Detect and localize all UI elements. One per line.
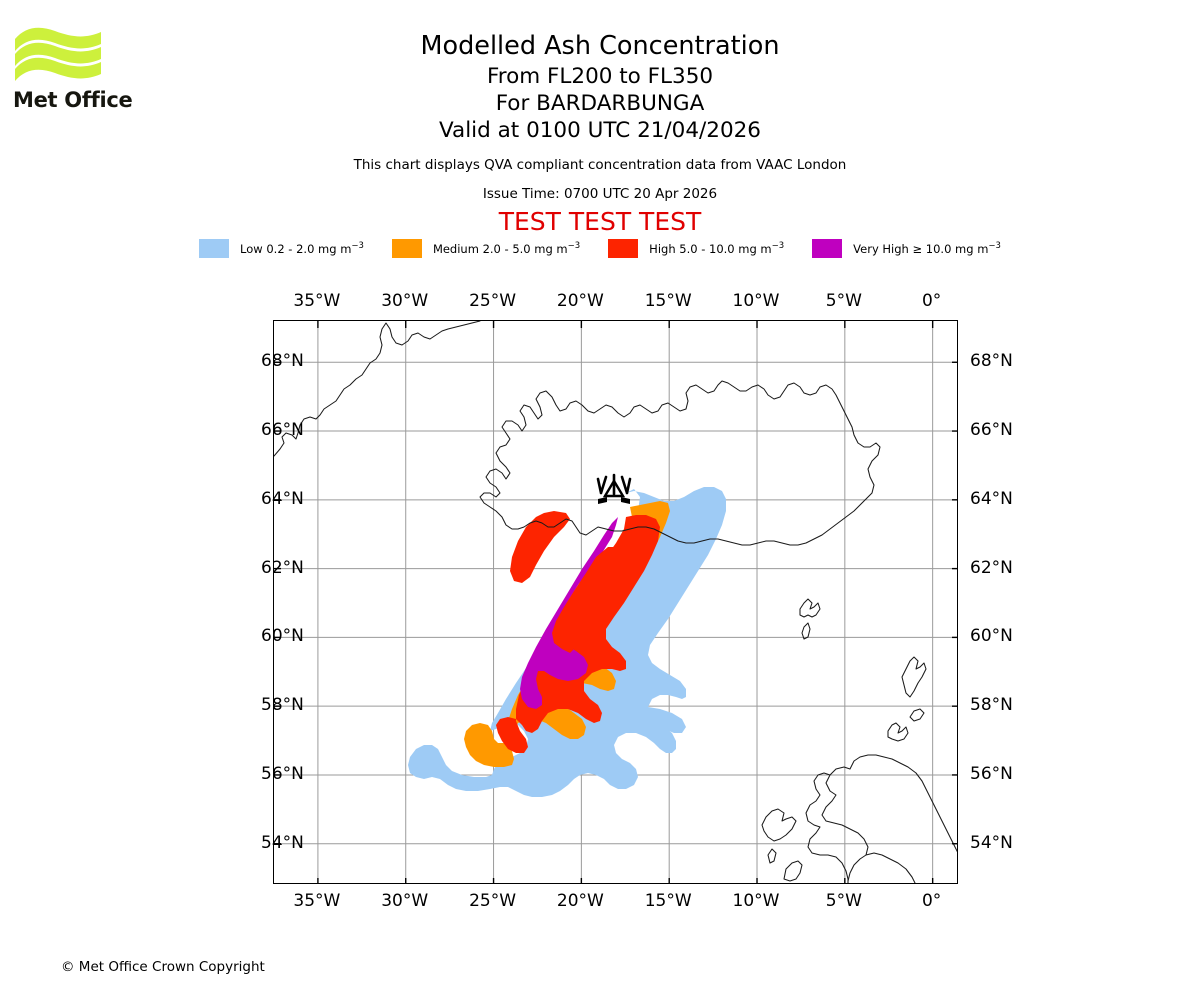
coastline-hebrides-south — [767, 848, 777, 864]
longitude-tick-top-2: 25°W — [469, 291, 517, 311]
legend-item-very-high: Very High ≥ 10.0 mg m−3 — [812, 239, 1001, 258]
coastline-skye — [783, 860, 803, 882]
longitude-tick-bottom-4: 15°W — [644, 891, 692, 911]
test-banner: TEST TEST TEST — [498, 207, 702, 236]
plume-high-inner-streak — [552, 547, 618, 653]
concentration-legend: Low 0.2 - 2.0 mg m−3 Medium 2.0 - 5.0 mg… — [0, 239, 1200, 258]
legend-item-medium: Medium 2.0 - 5.0 mg m−3 — [391, 239, 581, 258]
longitude-tick-bottom-0: 35°W — [293, 891, 341, 911]
longitude-tick-top-0: 35°W — [293, 291, 341, 311]
legend-swatch-very-high — [812, 239, 843, 258]
longitude-tick-bottom-6: 5°W — [825, 891, 862, 911]
ash-plume-contours — [408, 487, 726, 797]
volcano-icon — [596, 473, 632, 504]
coastline-faroe-south — [801, 622, 811, 640]
longitude-tick-top-7: 0° — [921, 291, 942, 311]
legend-label-low: Low 0.2 - 2.0 mg m−3 — [240, 241, 364, 256]
coastline-orkney — [887, 722, 909, 742]
volcano-name-line: For BARDARBUNGA — [495, 91, 705, 116]
legend-label-very-high: Very High ≥ 10.0 mg m−3 — [853, 241, 1001, 256]
flight-level-line: From FL200 to FL350 — [486, 64, 714, 89]
copyright-text: © Met Office Crown Copyright — [61, 959, 265, 975]
coastline-shetland — [901, 656, 927, 698]
legend-label-high: High 5.0 - 10.0 mg m−3 — [649, 241, 785, 256]
longitude-tick-top-4: 15°W — [644, 291, 692, 311]
longitude-tick-bottom-2: 25°W — [469, 891, 517, 911]
longitude-tick-top-6: 5°W — [825, 291, 862, 311]
plume-high-upper-streak — [510, 511, 570, 583]
coastlines — [274, 321, 957, 883]
chart-header: Modelled Ash Concentration From FL200 to… — [0, 0, 1200, 237]
valid-time-line: Valid at 0100 UTC 21/04/2026 — [438, 118, 761, 143]
plume-very-high-contour — [520, 517, 618, 709]
latitude-tick-right-4: 62°N — [970, 557, 1013, 578]
issue-time: Issue Time: 0700 UTC 20 Apr 2026 — [482, 186, 718, 202]
latitude-tick-right-7: 68°N — [970, 351, 1013, 372]
coastline-orkney-north — [909, 708, 925, 722]
qva-note: This chart displays QVA compliant concen… — [353, 157, 847, 173]
coastline-britain — [821, 754, 957, 883]
map-plot-frame — [273, 320, 958, 884]
coastline-greenland — [274, 321, 481, 457]
latitude-tick-right-5: 64°N — [970, 488, 1013, 509]
legend-item-low: Low 0.2 - 2.0 mg m−3 — [199, 239, 364, 258]
legend-label-medium: Medium 2.0 - 5.0 mg m−3 — [432, 241, 581, 256]
met-office-waves-icon — [15, 27, 101, 81]
legend-swatch-medium — [391, 239, 422, 258]
coastline-iceland — [479, 380, 881, 546]
met-office-wordmark: Met Office — [13, 88, 133, 112]
longitude-tick-bottom-7: 0° — [921, 891, 942, 911]
latitude-tick-right-0: 54°N — [970, 832, 1013, 853]
page-title: Modelled Ash Concentration — [420, 31, 780, 61]
ash-concentration-map — [273, 320, 958, 884]
longitude-tick-bottom-1: 30°W — [381, 891, 429, 911]
latitude-tick-right-6: 66°N — [970, 420, 1013, 441]
met-office-logo: Met Office — [13, 22, 133, 112]
legend-item-high: High 5.0 - 10.0 mg m−3 — [608, 239, 784, 258]
longitude-tick-bottom-3: 20°W — [556, 891, 604, 911]
longitude-tick-top-3: 20°W — [556, 291, 604, 311]
coastline-faroe — [799, 598, 821, 618]
latitude-tick-right-3: 60°N — [970, 626, 1013, 647]
latitude-tick-right-1: 56°N — [970, 763, 1013, 784]
plume-low-se-lobe — [628, 707, 686, 733]
longitude-tick-top-5: 10°W — [732, 291, 780, 311]
longitude-tick-top-1: 30°W — [381, 291, 429, 311]
latitude-tick-right-2: 58°N — [970, 695, 1013, 716]
longitude-tick-bottom-5: 10°W — [732, 891, 780, 911]
coastline-scotland-west — [805, 772, 849, 883]
coastline-hebrides-outer — [761, 808, 797, 842]
legend-swatch-low — [199, 239, 230, 258]
map-canvas — [274, 321, 957, 883]
legend-swatch-high — [608, 239, 639, 258]
